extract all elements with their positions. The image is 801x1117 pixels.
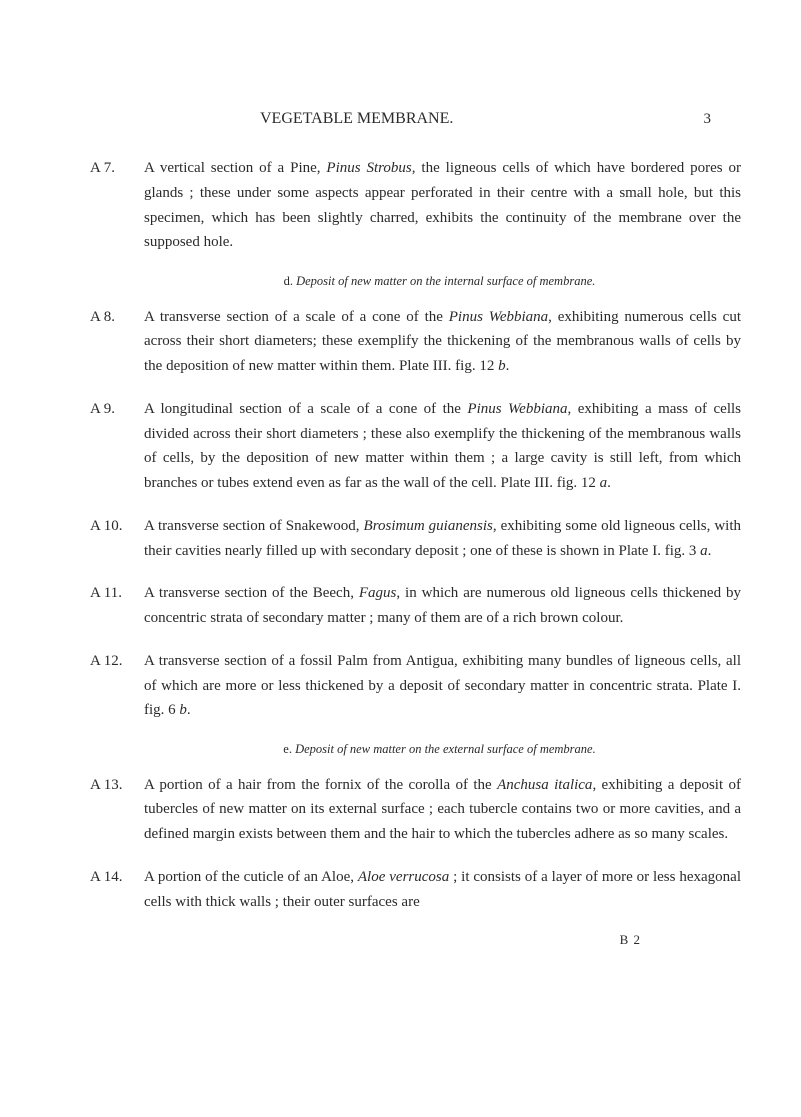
italic-text: b — [179, 702, 187, 718]
italic-text: b — [498, 358, 506, 374]
italic-text: a — [700, 543, 708, 559]
entry-label: A 7. — [90, 156, 144, 255]
italic-text: Pinus Strobus — [326, 160, 411, 176]
page-footer: B 2 — [90, 932, 741, 948]
entry-body: A transverse section of the Beech, Fagus… — [144, 581, 741, 631]
subheading-d: d. Deposit of new matter on the internal… — [138, 273, 741, 291]
body-text: . — [506, 358, 510, 374]
page-title: VEGETABLE MEMBRANE. — [260, 110, 453, 128]
entry-label: A 9. — [90, 397, 144, 496]
entry-label: A 12. — [90, 649, 144, 723]
body-text: . — [187, 702, 191, 718]
body-text: A transverse section of a scale of a con… — [144, 309, 449, 325]
italic-text: Anchusa italica — [497, 777, 592, 793]
entry-label: A 8. — [90, 305, 144, 379]
italic-text: Pinus Webbiana — [467, 401, 567, 417]
entries-block-1: A 7.A vertical section of a Pine, Pinus … — [90, 156, 741, 255]
body-text: A vertical section of a Pine, — [144, 160, 326, 176]
entries-block-2: A 8.A transverse section of a scale of a… — [90, 305, 741, 724]
body-text: A portion of a hair from the fornix of t… — [144, 777, 497, 793]
entry: A 12.A transverse section of a fossil Pa… — [90, 649, 741, 723]
entry-body: A portion of the cuticle of an Aloe, Alo… — [144, 865, 741, 915]
italic-text: Pinus Webbiana — [449, 309, 548, 325]
entry-body: A transverse section of a fossil Palm fr… — [144, 649, 741, 723]
italic-text: Brosimum guianensis — [364, 518, 493, 534]
entry: A 11.A transverse section of the Beech, … — [90, 581, 741, 631]
entry: A 10.A transverse section of Snakewood, … — [90, 514, 741, 564]
document-page: VEGETABLE MEMBRANE. 3 A 7.A vertical sec… — [0, 0, 801, 1008]
entry: A 9.A longitudinal section of a scale of… — [90, 397, 741, 496]
body-text: A transverse section of a fossil Palm fr… — [144, 653, 741, 719]
body-text: . — [607, 475, 611, 491]
entries-block-3: A 13.A portion of a hair from the fornix… — [90, 773, 741, 915]
subheading-e: e. Deposit of new matter on the external… — [138, 741, 741, 759]
entry-body: A longitudinal section of a scale of a c… — [144, 397, 741, 496]
subheading-d-prefix: d. — [284, 274, 297, 288]
entry: A 8.A transverse section of a scale of a… — [90, 305, 741, 379]
italic-text: Fagus — [359, 585, 397, 601]
italic-text: Aloe verrucosa — [358, 869, 449, 885]
body-text: . — [708, 543, 712, 559]
entry-label: A 14. — [90, 865, 144, 915]
page-number: 3 — [704, 111, 712, 128]
body-text: A portion of the cuticle of an Aloe, — [144, 869, 358, 885]
subheading-d-text: Deposit of new matter on the internal su… — [296, 274, 595, 288]
body-text: A transverse section of Snakewood, — [144, 518, 364, 534]
entry-label: A 11. — [90, 581, 144, 631]
entry-body: A vertical section of a Pine, Pinus Stro… — [144, 156, 741, 255]
entry-label: A 10. — [90, 514, 144, 564]
entry-body: A transverse section of Snakewood, Brosi… — [144, 514, 741, 564]
entry: A 7.A vertical section of a Pine, Pinus … — [90, 156, 741, 255]
entry-body: A transverse section of a scale of a con… — [144, 305, 741, 379]
body-text: A transverse section of the Beech, — [144, 585, 359, 601]
entry: A 13.A portion of a hair from the fornix… — [90, 773, 741, 847]
entry-label: A 13. — [90, 773, 144, 847]
subheading-e-prefix: e. — [283, 742, 295, 756]
entry: A 14.A portion of the cuticle of an Aloe… — [90, 865, 741, 915]
page-header: VEGETABLE MEMBRANE. 3 — [90, 110, 741, 128]
entry-body: A portion of a hair from the fornix of t… — [144, 773, 741, 847]
body-text: A longitudinal section of a scale of a c… — [144, 401, 467, 417]
subheading-e-text: Deposit of new matter on the external su… — [295, 742, 596, 756]
